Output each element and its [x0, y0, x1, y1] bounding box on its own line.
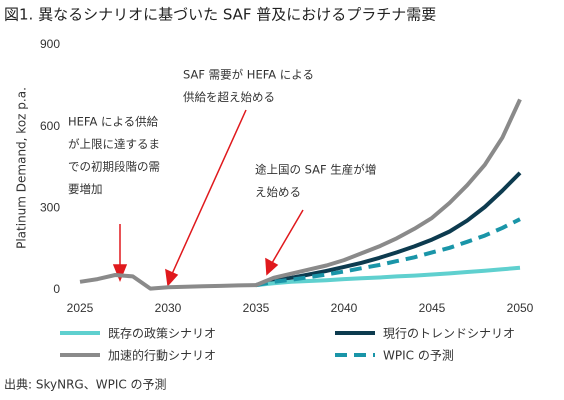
arrow-head	[265, 257, 279, 276]
annotation: 供給を超え始める	[183, 90, 275, 104]
arrow-head	[112, 264, 128, 283]
x-tick-label: 2040	[331, 301, 358, 315]
legend-label: WPIC の予測	[383, 349, 454, 363]
annotation: え始める	[255, 185, 301, 199]
annotation: での初期段階の需	[68, 160, 160, 174]
legend-label: 現行のトレンドシナリオ	[383, 327, 515, 341]
chart-title: 図1. 異なるシナリオに基づいた SAF 普及におけるプラチナ需要	[4, 6, 436, 24]
series-line	[255, 265, 521, 288]
annotation: 要増加	[68, 182, 103, 196]
annotation: 途上国の SAF 生産が増	[255, 163, 376, 177]
x-tick-label: 2045	[419, 301, 446, 315]
series-line	[255, 171, 522, 288]
annotation: HEFA による供給	[68, 115, 159, 129]
y-tick-label: 0	[53, 282, 60, 296]
series-line	[79, 98, 522, 291]
annotation: SAF 需要が HEFA による	[183, 68, 314, 82]
legend-label: 加速的行動シナリオ	[108, 348, 216, 363]
annotation: が上限に達するま	[68, 137, 160, 151]
source: 出典: SkyNRG、WPIC の予測	[4, 378, 167, 392]
series-line	[255, 217, 521, 288]
y-tick-label: 900	[40, 37, 60, 51]
y-tick-label: 300	[40, 201, 60, 215]
x-tick-label: 2025	[67, 301, 94, 315]
arrow	[171, 109, 247, 275]
x-tick-label: 2050	[507, 301, 534, 315]
y-axis-title: Platinum Demand, koz p.a.	[15, 87, 29, 249]
y-tick-label: 600	[40, 119, 60, 133]
x-tick-label: 2035	[243, 301, 270, 315]
arrow-head	[165, 268, 179, 287]
x-tick-label: 2030	[155, 301, 182, 315]
arrow	[271, 209, 304, 264]
arrows	[112, 109, 304, 287]
legend-label: 既存の政策シナリオ	[108, 327, 216, 341]
